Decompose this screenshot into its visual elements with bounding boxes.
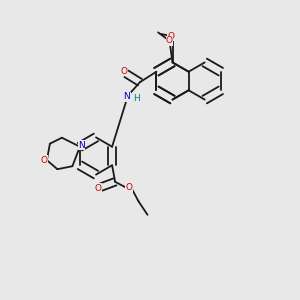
Text: O: O [121,67,128,76]
Text: O: O [166,36,173,45]
Text: O: O [94,184,101,193]
Text: N: N [78,141,85,150]
Text: O: O [167,32,175,41]
Text: N: N [124,92,130,101]
Text: H: H [133,94,140,103]
Text: O: O [125,183,132,192]
Text: O: O [41,156,48,165]
